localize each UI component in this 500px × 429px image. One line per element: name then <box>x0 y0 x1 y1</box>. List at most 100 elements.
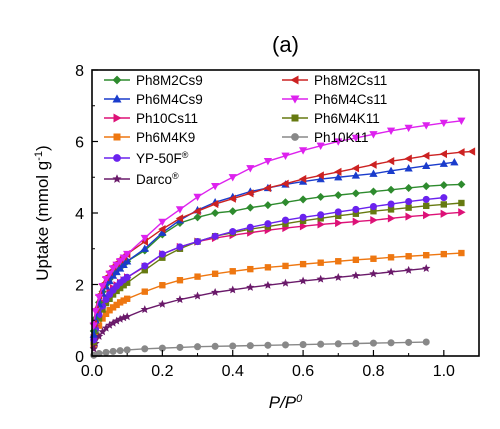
data-point <box>422 122 431 130</box>
data-point <box>102 310 110 317</box>
data-point <box>369 187 378 196</box>
data-point <box>404 124 413 133</box>
data-point <box>369 131 378 139</box>
data-point <box>423 202 430 210</box>
data-point <box>112 267 121 276</box>
data-point <box>247 265 254 273</box>
data-point <box>194 238 202 246</box>
data-point <box>386 157 395 166</box>
data-point <box>422 161 431 169</box>
data-point <box>422 195 430 203</box>
series-ph10cs11 <box>90 208 466 343</box>
data-point <box>119 260 128 269</box>
data-point <box>123 250 132 259</box>
data-point <box>281 341 290 349</box>
data-point <box>246 203 255 212</box>
y-axis-title-end: ) <box>33 145 52 151</box>
data-point <box>123 312 132 321</box>
data-point <box>404 265 413 274</box>
data-point <box>405 212 413 221</box>
data-point <box>116 347 124 355</box>
data-point <box>281 278 290 287</box>
data-point <box>140 305 149 314</box>
data-point <box>386 166 396 174</box>
data-point <box>112 261 121 270</box>
data-point <box>352 205 360 213</box>
data-point <box>158 250 166 258</box>
data-point <box>298 174 307 184</box>
data-point <box>264 341 272 349</box>
x-tick-label: 1.0 <box>433 363 455 380</box>
data-point <box>450 158 459 166</box>
data-point <box>299 195 308 204</box>
data-point <box>229 228 237 236</box>
data-point <box>317 259 324 266</box>
x-axis-title: P/P0 <box>269 393 303 412</box>
data-point <box>316 142 325 151</box>
data-point <box>112 174 122 183</box>
data-point <box>387 214 396 223</box>
data-point <box>334 173 343 181</box>
data-point <box>158 299 167 308</box>
x-tick-label: 0.8 <box>362 363 384 380</box>
y-tick-label: 4 <box>75 206 84 223</box>
data-point <box>105 270 114 278</box>
x-tick-label: 0.6 <box>292 363 314 380</box>
x-axis-title-main: P/P <box>269 393 297 412</box>
data-point <box>119 254 128 262</box>
series-line <box>93 211 462 339</box>
legend-item: Ph6M4Cs9 <box>104 92 203 107</box>
x-tick-label: 0.2 <box>151 363 173 380</box>
data-point <box>387 200 395 208</box>
data-point <box>193 213 202 222</box>
data-point <box>264 264 272 271</box>
data-point <box>369 269 378 278</box>
data-point <box>467 147 476 156</box>
data-point <box>194 343 202 351</box>
data-point <box>291 133 299 141</box>
data-point <box>351 164 360 173</box>
legend-label: Ph6M4K11 <box>314 111 380 126</box>
data-point <box>439 159 448 167</box>
x-tick-label: 0.4 <box>222 363 244 380</box>
data-point <box>458 208 466 217</box>
data-point <box>439 119 448 128</box>
data-point <box>211 232 219 240</box>
data-point <box>194 273 201 280</box>
legend-item: Ph10Cs11 <box>104 111 198 126</box>
legend: Ph8M2Cs9 Ph8M2Cs11 Ph6M4Cs9 Ph6M4Cs11 Ph10Cs… <box>104 73 387 187</box>
data-point <box>351 271 361 280</box>
y-axis-title: Uptake (mmol g-1) <box>33 145 52 280</box>
data-point <box>246 165 255 173</box>
data-point <box>386 127 396 135</box>
data-point <box>290 75 299 85</box>
y-tick-label: 8 <box>75 63 84 80</box>
data-point <box>457 148 465 157</box>
legend-label: Ph8M2Cs9 <box>136 73 203 88</box>
data-point <box>228 174 237 182</box>
data-point <box>298 276 308 285</box>
data-point <box>193 291 202 300</box>
series-ph10k11 <box>90 338 430 359</box>
data-point <box>317 211 325 219</box>
data-point <box>263 183 272 193</box>
data-point <box>281 179 289 188</box>
data-point <box>211 183 220 191</box>
legend-label: Ph6M4K9 <box>136 130 195 145</box>
data-point <box>387 254 395 261</box>
data-point <box>123 346 131 354</box>
data-point <box>422 338 430 346</box>
data-point <box>140 244 149 252</box>
data-point <box>404 154 412 163</box>
data-point <box>290 95 300 104</box>
data-point <box>298 147 308 155</box>
data-point <box>263 201 272 210</box>
data-point <box>175 206 185 214</box>
data-point <box>291 114 299 122</box>
data-point <box>141 288 148 295</box>
data-point <box>102 348 110 356</box>
legend-label: Ph10Cs11 <box>136 111 198 126</box>
data-point <box>404 164 413 172</box>
data-point <box>457 180 466 189</box>
data-point <box>352 256 360 264</box>
